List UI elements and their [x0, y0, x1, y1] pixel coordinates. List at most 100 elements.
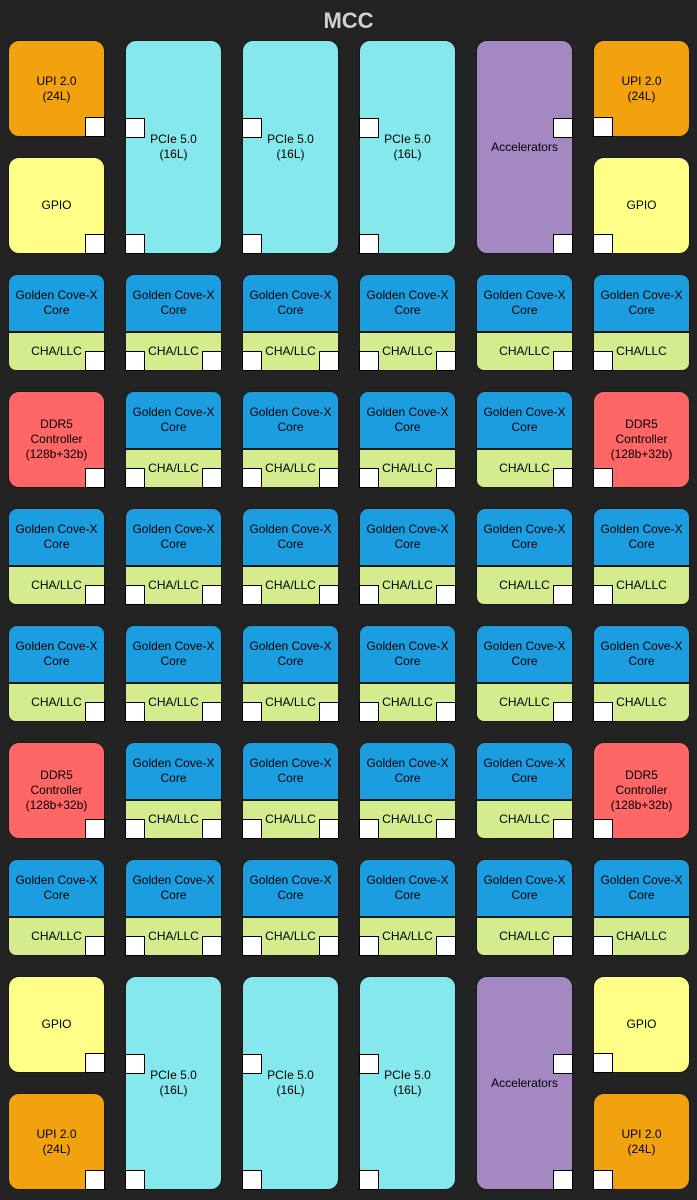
core-block: Golden Cove-X Core — [593, 859, 690, 917]
mesh-stop-port — [593, 1053, 613, 1073]
mesh-stop-port — [593, 819, 613, 839]
core-block: Golden Cove-X Core — [476, 859, 573, 917]
core-block: Golden Cove-X Core — [125, 508, 222, 566]
mesh-stop-port — [85, 936, 105, 956]
core-block: Golden Cove-X Core — [593, 625, 690, 683]
core-block: Golden Cove-X Core — [593, 508, 690, 566]
mesh-stop-port — [359, 468, 379, 488]
mesh-stop-port — [319, 936, 339, 956]
mesh-stop-port — [202, 351, 222, 371]
accelerators-block: Accelerators — [476, 976, 573, 1190]
mesh-stop-port — [242, 1170, 262, 1190]
mesh-stop-port — [359, 118, 379, 138]
core-block: Golden Cove-X Core — [593, 274, 690, 332]
mesh-stop-port — [359, 1054, 379, 1074]
core-block: Golden Cove-X Core — [476, 508, 573, 566]
core-block: Golden Cove-X Core — [125, 625, 222, 683]
core-block: Golden Cove-X Core — [476, 391, 573, 449]
diagram-title: MCC — [323, 8, 374, 33]
mesh-stop-port — [202, 702, 222, 722]
mesh-stop-port — [85, 702, 105, 722]
mesh-stop-port — [125, 585, 145, 605]
mesh-stop-port — [436, 936, 456, 956]
mesh-stop-port — [593, 468, 613, 488]
core-block: Golden Cove-X Core — [359, 742, 456, 800]
pcie-controller-block: PCIe 5.0 (16L) — [242, 40, 339, 254]
mesh-stop-port — [85, 1053, 105, 1073]
mesh-stop-port — [242, 1054, 262, 1074]
core-block: Golden Cove-X Core — [242, 742, 339, 800]
core-block: Golden Cove-X Core — [359, 859, 456, 917]
mesh-stop-port — [359, 234, 379, 254]
core-block: Golden Cove-X Core — [359, 508, 456, 566]
mesh-stop-port — [202, 936, 222, 956]
mesh-stop-port — [319, 585, 339, 605]
mesh-stop-port — [242, 118, 262, 138]
mesh-stop-port — [125, 468, 145, 488]
mesh-stop-port — [242, 585, 262, 605]
mesh-stop-port — [593, 351, 613, 371]
mesh-stop-port — [436, 351, 456, 371]
core-block: Golden Cove-X Core — [242, 625, 339, 683]
mesh-stop-port — [125, 702, 145, 722]
core-block: Golden Cove-X Core — [8, 508, 105, 566]
mesh-stop-port — [593, 702, 613, 722]
mesh-stop-port — [359, 351, 379, 371]
core-block: Golden Cove-X Core — [476, 274, 573, 332]
mesh-stop-port — [125, 1054, 145, 1074]
mesh-stop-port — [359, 585, 379, 605]
gpio-block: GPIO — [593, 157, 690, 254]
mesh-stop-port — [125, 118, 145, 138]
mesh-stop-port — [242, 819, 262, 839]
mesh-stop-port — [319, 702, 339, 722]
mesh-stop-port — [125, 351, 145, 371]
mesh-stop-port — [319, 351, 339, 371]
mesh-stop-port — [593, 585, 613, 605]
mesh-stop-port — [242, 468, 262, 488]
accelerators-block: Accelerators — [476, 40, 573, 254]
core-block: Golden Cove-X Core — [8, 625, 105, 683]
mesh-stop-port — [593, 936, 613, 956]
mesh-stop-port — [85, 117, 105, 137]
mesh-stop-port — [202, 468, 222, 488]
pcie-controller-block: PCIe 5.0 (16L) — [359, 40, 456, 254]
mesh-stop-port — [242, 936, 262, 956]
mesh-stop-port — [553, 819, 573, 839]
mesh-stop-port — [125, 234, 145, 254]
mesh-stop-port — [85, 819, 105, 839]
mesh-stop-port — [553, 702, 573, 722]
core-block: Golden Cove-X Core — [476, 742, 573, 800]
core-block: Golden Cove-X Core — [359, 274, 456, 332]
mesh-stop-port — [85, 351, 105, 371]
core-block: Golden Cove-X Core — [242, 508, 339, 566]
mesh-stop-port — [553, 585, 573, 605]
mesh-stop-port — [85, 585, 105, 605]
core-block: Golden Cove-X Core — [8, 859, 105, 917]
mesh-stop-port — [202, 585, 222, 605]
mesh-stop-port — [553, 1054, 573, 1074]
mesh-stop-port — [242, 234, 262, 254]
core-block: Golden Cove-X Core — [476, 625, 573, 683]
core-block: Golden Cove-X Core — [125, 274, 222, 332]
core-block: Golden Cove-X Core — [359, 391, 456, 449]
mesh-stop-port — [436, 585, 456, 605]
core-block: Golden Cove-X Core — [242, 859, 339, 917]
mesh-stop-port — [202, 819, 222, 839]
core-block: Golden Cove-X Core — [359, 625, 456, 683]
mesh-stop-port — [125, 1170, 145, 1190]
mesh-stop-port — [85, 468, 105, 488]
mesh-stop-port — [436, 468, 456, 488]
mesh-stop-port — [85, 234, 105, 254]
mesh-stop-port — [359, 1170, 379, 1190]
core-block: Golden Cove-X Core — [8, 274, 105, 332]
pcie-controller-block: PCIe 5.0 (16L) — [125, 976, 222, 1190]
mesh-stop-port — [242, 702, 262, 722]
pcie-controller-block: PCIe 5.0 (16L) — [359, 976, 456, 1190]
mesh-stop-port — [553, 936, 573, 956]
mesh-stop-port — [359, 819, 379, 839]
mesh-stop-port — [553, 351, 573, 371]
mesh-stop-port — [553, 1170, 573, 1190]
mesh-stop-port — [553, 468, 573, 488]
mesh-stop-port — [125, 936, 145, 956]
